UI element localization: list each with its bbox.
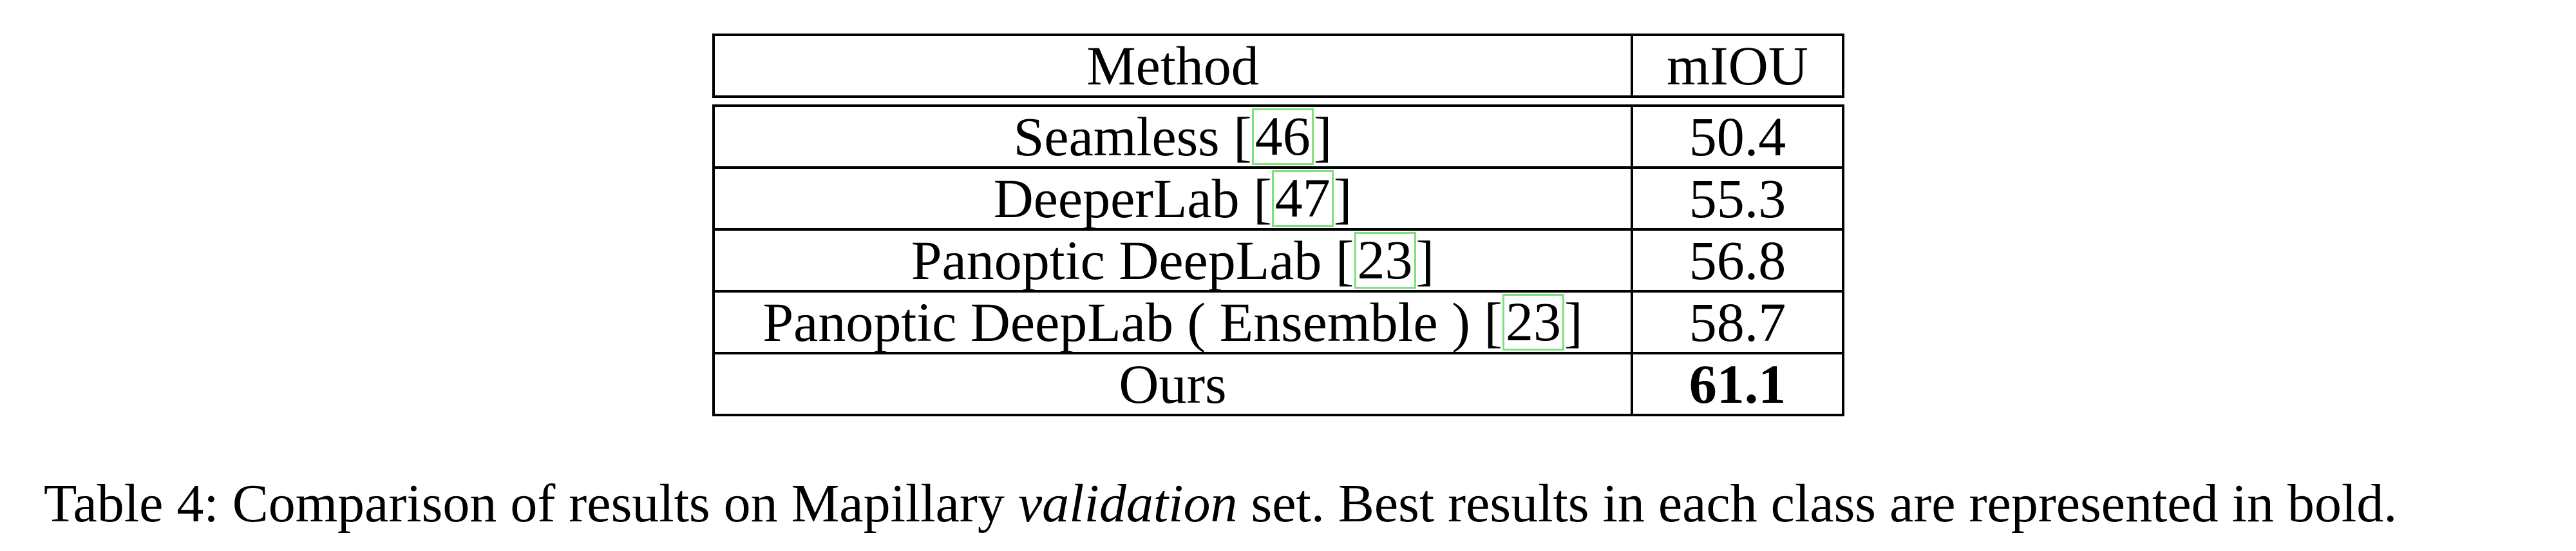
miou-value: 56.8 [1689,229,1786,291]
caption-suffix: set. Best results in each class are repr… [1237,474,2398,534]
method-cell: Seamless [46] [715,107,1633,166]
header-method: Method [715,36,1633,95]
miou-value: 55.3 [1689,168,1786,229]
citation-link[interactable]: 23 [1354,232,1416,289]
method-cell: Panoptic DeepLab [23] [715,231,1633,290]
table-row: Panoptic DeepLab [23] 56.8 [712,228,1844,293]
citation-link[interactable]: 23 [1502,294,1564,351]
miou-value-best: 61.1 [1689,353,1786,415]
miou-value: 50.4 [1689,106,1786,168]
table-row: Ours 61.1 [712,352,1844,416]
miou-value: 58.7 [1689,291,1786,353]
table-header-row: Method mIOU [712,34,1844,98]
citation-link[interactable]: 46 [1251,108,1314,165]
caption-emphasis: validation [1018,474,1238,534]
method-name: Panoptic DeepLab [911,229,1322,291]
table-row: Panoptic DeepLab ( Ensemble ) [23] 58.7 [712,290,1844,354]
method-cell: DeeperLab [47] [715,169,1633,228]
method-cell: Ours [715,354,1633,414]
method-cell: Panoptic DeepLab ( Ensemble ) [23] [715,293,1633,352]
header-miou: mIOU [1667,35,1808,97]
table-row: DeeperLab [47] 55.3 [712,166,1844,231]
citation-link[interactable]: 47 [1271,170,1334,227]
caption-prefix: Table 4: Comparison of results on Mapill… [44,474,1018,534]
method-name: Ours [1119,353,1227,415]
table-caption: Table 4: Comparison of results on Mapill… [44,477,2397,531]
table-row: Seamless [46] 50.4 [712,104,1844,169]
method-name: Panoptic DeepLab ( Ensemble ) [762,291,1470,353]
method-name: Seamless [1013,106,1220,168]
results-table: Method mIOU Seamless [46] 50.4 DeeperLab… [712,34,1844,416]
method-name: DeeperLab [993,168,1240,229]
